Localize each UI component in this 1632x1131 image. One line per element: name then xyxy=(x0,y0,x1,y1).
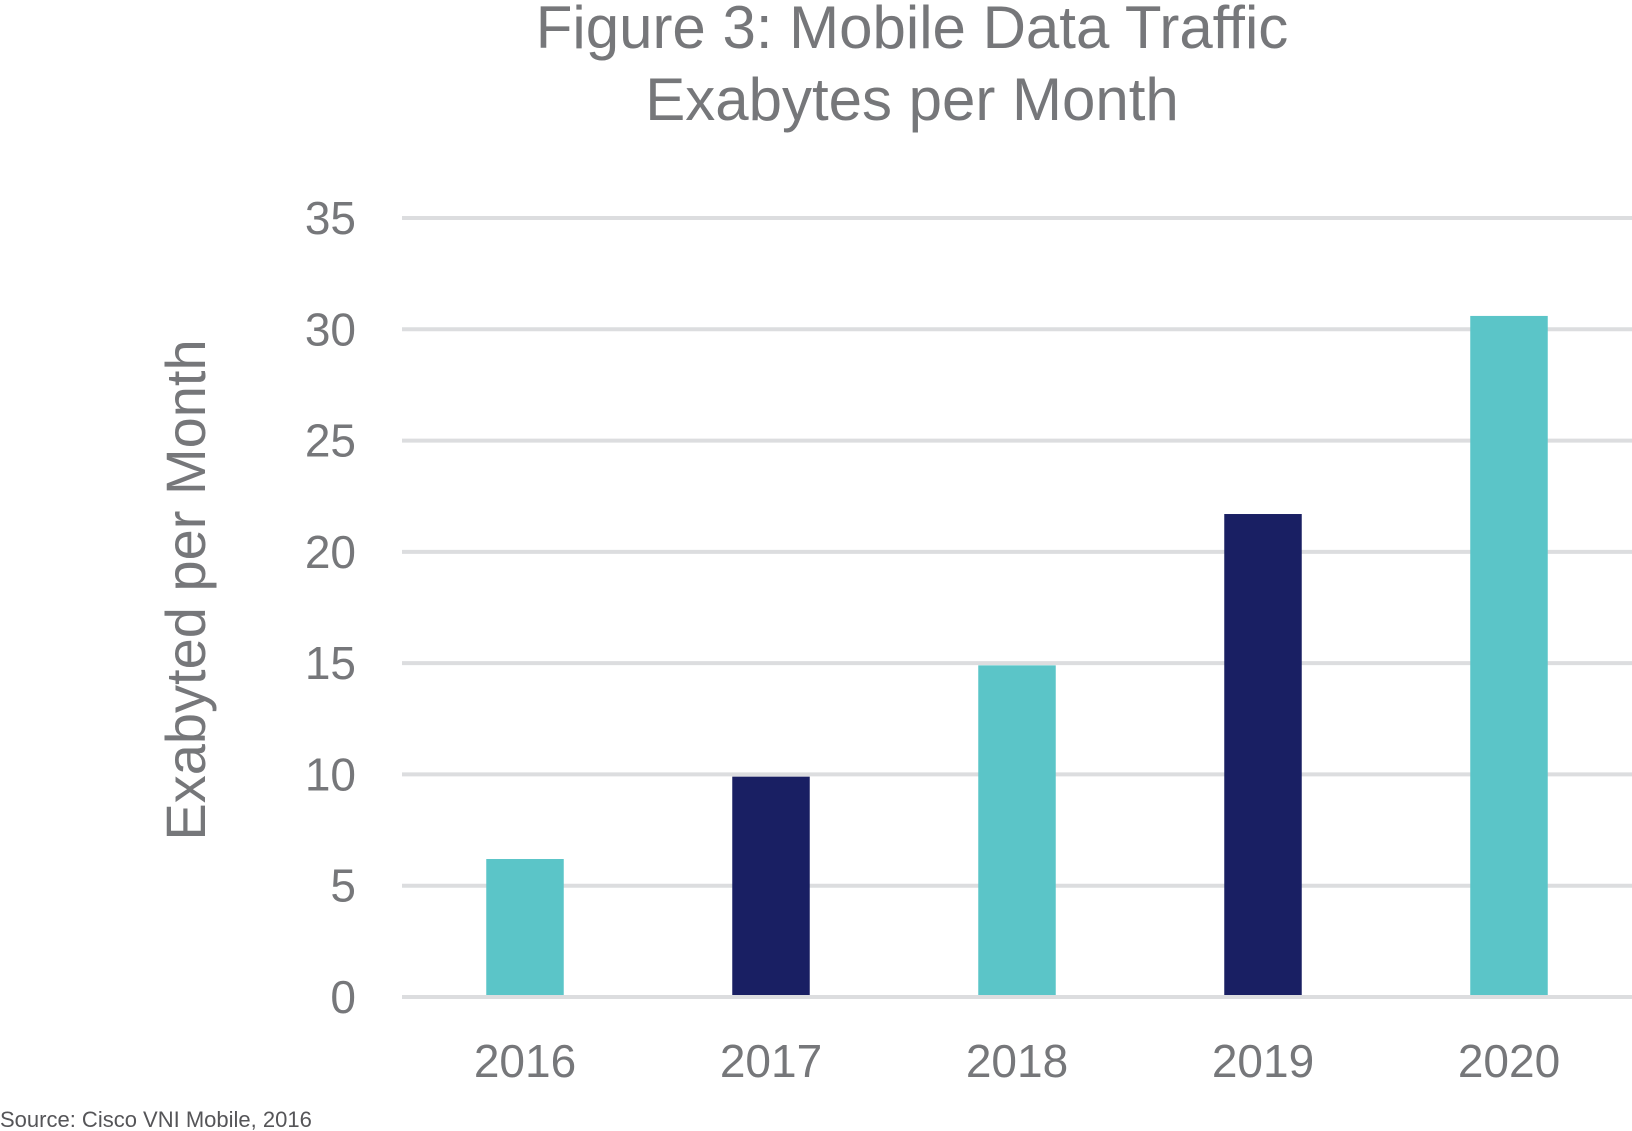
y-axis-ticks: 0 5 10 15 20 25 30 35 xyxy=(305,192,356,1023)
y-axis-label: Exabyted per Month xyxy=(154,339,217,840)
y-tick-label: 30 xyxy=(305,303,356,355)
source-note: Source: Cisco VNI Mobile, 2016 xyxy=(0,1107,312,1131)
x-tick-label: 2019 xyxy=(1212,1035,1314,1087)
bar-2019 xyxy=(1224,514,1302,995)
chart-subtitle: Exabytes per Month xyxy=(645,66,1179,133)
y-tick-label: 35 xyxy=(305,192,356,244)
x-tick-label: 2020 xyxy=(1458,1035,1560,1087)
chart-title: Figure 3: Mobile Data Traffic xyxy=(536,0,1289,61)
bars xyxy=(486,315,1548,996)
x-tick-label: 2017 xyxy=(720,1035,822,1087)
y-tick-label: 10 xyxy=(305,748,356,800)
x-tick-label: 2018 xyxy=(966,1035,1068,1087)
bar-2016 xyxy=(486,859,564,995)
y-tick-label: 15 xyxy=(305,637,356,689)
y-tick-label: 0 xyxy=(330,971,356,1023)
bar-2018 xyxy=(978,665,1056,995)
y-tick-label: 25 xyxy=(305,415,356,467)
bar-2020 xyxy=(1470,315,1548,996)
bar-2017 xyxy=(732,776,810,995)
y-tick-label: 5 xyxy=(330,860,356,912)
x-axis-ticks: 2016 2017 2018 2019 2020 xyxy=(474,1035,1560,1087)
y-tick-label: 20 xyxy=(305,526,356,578)
x-tick-label: 2016 xyxy=(474,1035,576,1087)
